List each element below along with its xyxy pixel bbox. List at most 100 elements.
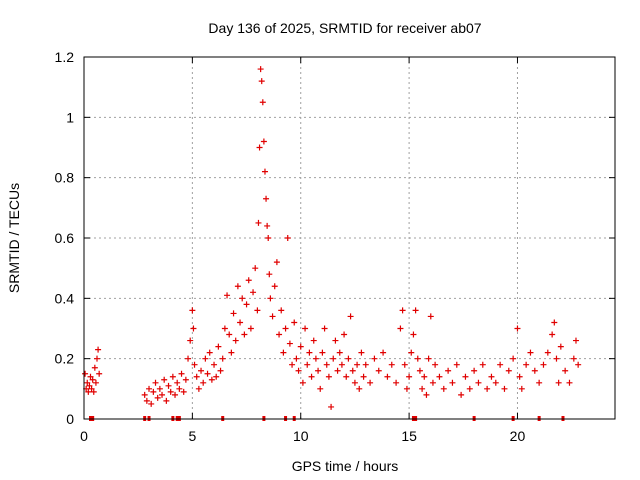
data-point <box>330 355 337 362</box>
y-axis-label: SRMTID / TECUs <box>6 183 22 293</box>
data-point <box>161 376 168 383</box>
data-point <box>572 337 579 344</box>
data-point <box>551 319 558 326</box>
data-point <box>252 265 259 272</box>
y-tick-label: 0.2 <box>55 351 75 367</box>
data-point <box>484 385 491 392</box>
data-point <box>95 346 102 353</box>
x-tick-label: 20 <box>510 428 526 444</box>
data-point <box>91 364 98 371</box>
data-point <box>328 403 335 410</box>
data-point <box>265 235 272 241</box>
data-point <box>471 367 478 374</box>
data-point <box>410 331 417 338</box>
data-point <box>291 319 298 326</box>
data-point <box>180 388 187 395</box>
data-point <box>449 379 456 386</box>
data-point <box>163 397 170 404</box>
data-point <box>247 325 254 332</box>
data-point <box>334 367 341 374</box>
data-point <box>239 295 246 302</box>
data-point <box>92 379 99 386</box>
data-point <box>566 379 573 386</box>
y-tick-label: 0.8 <box>55 170 75 186</box>
data-point <box>497 361 504 368</box>
data-point <box>141 391 148 398</box>
data-point <box>182 376 189 383</box>
data-point <box>347 313 354 320</box>
data-point <box>150 388 157 395</box>
data-point <box>258 78 265 85</box>
data-point <box>349 367 356 374</box>
y-tick-label: 1.2 <box>55 49 75 65</box>
data-point <box>193 373 200 380</box>
data-point <box>195 385 202 392</box>
data-point <box>202 355 209 362</box>
data-point <box>356 385 363 392</box>
data-point <box>215 343 222 350</box>
data-point <box>208 376 215 383</box>
data-point <box>549 331 556 338</box>
data-point <box>237 319 244 326</box>
data-point <box>185 355 192 362</box>
data-point <box>304 361 311 368</box>
data-point <box>276 331 283 338</box>
y-tick-label: 0.4 <box>55 290 75 306</box>
y-tick-label: 0 <box>66 411 74 427</box>
data-point <box>345 355 352 362</box>
data-point <box>492 379 499 386</box>
data-point <box>414 355 421 362</box>
y-tick-labels: 0 0.2 0.4 0.6 0.8 1 1.2 <box>55 49 75 427</box>
data-point <box>254 307 261 314</box>
data-point <box>190 325 197 332</box>
data-point <box>332 337 339 344</box>
data-point <box>280 349 287 356</box>
data-point <box>261 168 268 175</box>
data-point <box>421 373 428 380</box>
data-points <box>82 66 582 410</box>
x-tick-label: 0 <box>80 428 88 444</box>
data-point <box>89 376 96 383</box>
data-point <box>384 373 391 380</box>
data-point <box>264 222 271 229</box>
data-point <box>90 388 97 395</box>
data-point <box>343 373 350 380</box>
data-point <box>189 307 196 314</box>
data-point <box>479 361 486 368</box>
data-point <box>375 367 382 374</box>
data-point <box>406 373 413 380</box>
data-point <box>156 385 163 392</box>
data-point <box>510 355 517 362</box>
data-point <box>540 361 547 368</box>
data-point <box>297 343 304 350</box>
data-point <box>172 391 179 398</box>
data-point <box>516 373 523 380</box>
x-tick-label: 5 <box>188 428 196 444</box>
x-tick-label: 15 <box>401 428 417 444</box>
data-point <box>174 379 181 386</box>
data-point <box>282 325 289 332</box>
data-point <box>176 385 183 392</box>
data-point <box>338 361 345 368</box>
data-point <box>436 373 443 380</box>
data-point <box>198 367 205 374</box>
data-point <box>266 271 273 278</box>
data-point <box>256 144 263 151</box>
data-point <box>445 367 452 374</box>
data-point <box>86 382 93 389</box>
data-point <box>289 361 296 368</box>
data-point <box>336 349 343 356</box>
x-tick-label: 10 <box>293 428 309 444</box>
data-point <box>514 325 521 332</box>
data-point <box>553 355 560 362</box>
data-point <box>531 367 538 374</box>
data-point <box>536 379 543 386</box>
data-point <box>475 379 482 386</box>
data-point <box>570 355 577 362</box>
x-axis-label: GPS time / hours <box>292 458 399 474</box>
data-point <box>544 349 551 356</box>
data-point <box>371 355 378 362</box>
data-point <box>427 313 434 320</box>
data-point <box>388 361 395 368</box>
data-point <box>432 361 439 368</box>
